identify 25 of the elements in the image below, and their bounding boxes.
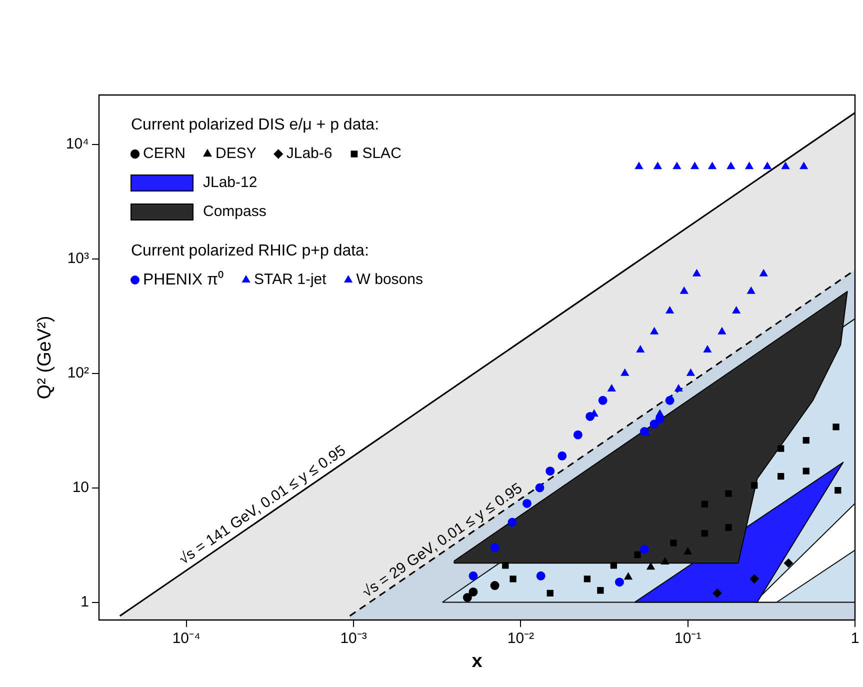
- y-tick-label: 10³: [67, 250, 89, 267]
- y-tick-label: 10⁴: [66, 136, 89, 153]
- y-tick-label: 10: [72, 478, 89, 496]
- legend-label: JLab-6: [286, 145, 332, 162]
- legend-label: DESY: [216, 145, 256, 162]
- legend-label: PHENIX π⁰: [143, 270, 224, 288]
- y-axis-title: Q² (GeV²): [34, 316, 56, 400]
- y-tick-label: 10²: [67, 364, 89, 382]
- legend-label: SLAC: [362, 145, 402, 162]
- x-tick-label: 10⁻²: [507, 630, 534, 648]
- annotation: Current polarized DIS e/μ + p data:: [131, 116, 380, 134]
- legend-label: JLab-12: [203, 174, 258, 192]
- legend-label: CERN: [143, 145, 186, 162]
- x-tick-label: 10⁻³: [340, 630, 367, 648]
- x-tick-label: 10⁻¹: [674, 630, 702, 648]
- annotation: √s = 141 GeV, 0.01 ≤ y ≤ 0.95: [176, 442, 349, 568]
- annotation: Current polarized RHIC p+p data:: [131, 242, 369, 260]
- x-tick-label: 10⁻⁴: [172, 630, 200, 648]
- legend-label: Compass: [203, 203, 266, 220]
- legend-label: W bosons: [356, 271, 423, 288]
- x-axis-title: x: [472, 650, 483, 672]
- legend-label: STAR 1-jet: [254, 271, 328, 288]
- x-tick-label: 1: [850, 630, 860, 648]
- y-tick-label: 1: [80, 593, 89, 610]
- annotation: √s = 29 GeV, 0.01 ≤ y ≤ 0.95: [359, 480, 526, 601]
